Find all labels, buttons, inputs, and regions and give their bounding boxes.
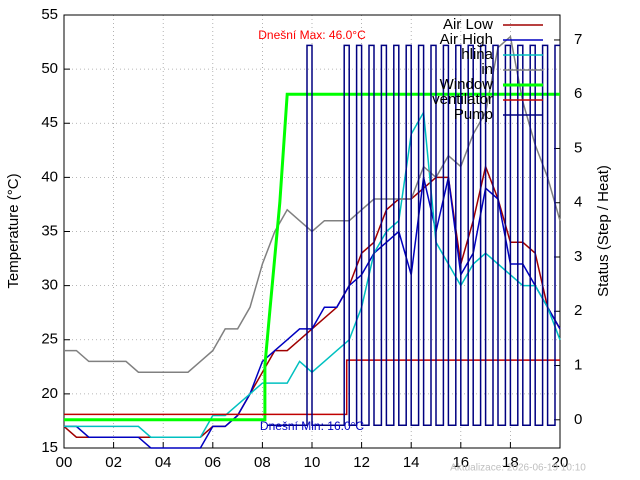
- y2-tick-label: 3: [574, 248, 582, 265]
- y2-tick-label: 2: [574, 302, 582, 319]
- x-tick-label: 10: [304, 454, 321, 471]
- x-tick-label: 16: [452, 454, 469, 471]
- y2-tick-label: 4: [574, 194, 582, 211]
- legend-label: Pump: [454, 106, 493, 123]
- x-tick-label: 20: [552, 454, 569, 471]
- y2-tick-label: 0: [574, 411, 582, 428]
- y2-tick-label: 7: [574, 31, 582, 48]
- legend-label: ventilator: [432, 91, 493, 108]
- annotation: Dnešní Min: 16.0°C: [260, 419, 365, 433]
- y-tick-label: 25: [41, 331, 58, 348]
- legend-label: Window: [440, 76, 494, 93]
- annotation: Aktualizace: 2026-06-19 10:10: [450, 463, 586, 474]
- series-line: [267, 44, 560, 426]
- y-axis-label: Temperature (°C): [5, 173, 22, 288]
- y-tick-label: 40: [41, 168, 58, 185]
- x-tick-label: 04: [155, 454, 172, 471]
- x-tick-label: 12: [353, 454, 370, 471]
- y-tick-label: 50: [41, 60, 58, 77]
- y2-axis-label: Status (Step / Heat): [595, 165, 612, 297]
- series-line: [64, 92, 560, 422]
- y2-tick-label: 6: [574, 85, 582, 102]
- legend-label: hlina: [461, 46, 493, 63]
- legend-label: Air Low: [443, 16, 493, 33]
- y2-tick-label: 1: [574, 356, 582, 373]
- plot-frame: [63, 14, 561, 449]
- y-tick-label: 35: [41, 222, 58, 239]
- y-tick-label: 15: [41, 439, 58, 456]
- x-tick-label: 08: [254, 454, 271, 471]
- x-tick-label: 02: [105, 454, 122, 471]
- y-tick-label: 45: [41, 114, 58, 131]
- y-tick-label: 20: [41, 385, 58, 402]
- y-tick-label: 55: [41, 6, 58, 23]
- series-line: [64, 359, 560, 416]
- legend-label: in: [481, 61, 493, 78]
- x-tick-label: 06: [204, 454, 221, 471]
- y-tick-label: 30: [41, 277, 58, 294]
- x-tick-label: 00: [56, 454, 73, 471]
- y2-tick-label: 5: [574, 139, 582, 156]
- x-tick-label: 18: [502, 454, 519, 471]
- legend-label: Air High: [440, 31, 493, 48]
- x-tick-label: 14: [403, 454, 420, 471]
- annotation: Dnešní Max: 46.0°C: [258, 28, 366, 42]
